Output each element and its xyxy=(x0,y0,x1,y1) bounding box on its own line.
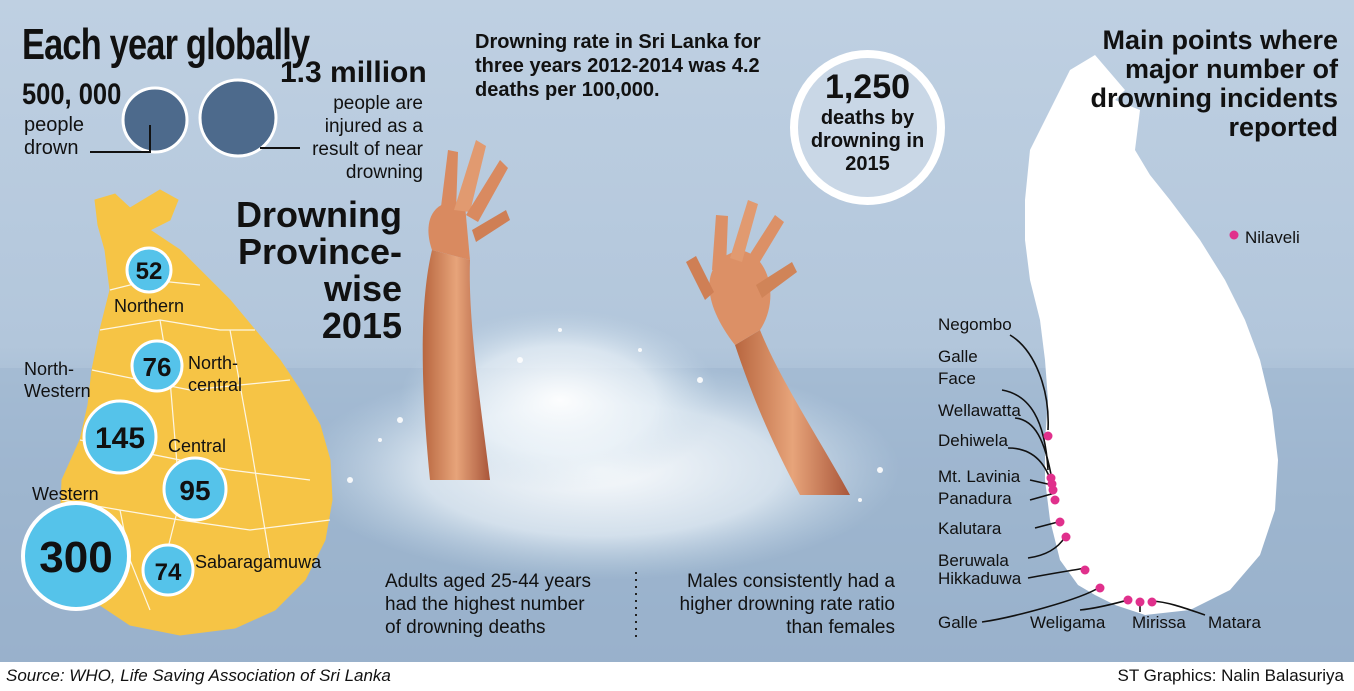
loc-galle-face-2: Face xyxy=(938,369,976,388)
bubble-value: 145 xyxy=(95,422,145,455)
label-line: central xyxy=(188,375,243,395)
loc-mirissa: Mirissa xyxy=(1132,613,1186,632)
deaths-2015-line3: 2015 xyxy=(845,153,890,175)
footer: Source: WHO, Life Saving Association of … xyxy=(0,662,1354,691)
fact-line: Adults aged 25-44 years xyxy=(385,571,591,592)
pin-beruwala xyxy=(1080,565,1090,575)
fact-line: Males consistently had a xyxy=(686,571,895,592)
drown-number: 500, 000 xyxy=(22,78,122,111)
bubble-north-western: 145 xyxy=(82,399,158,475)
pin-nilaveli xyxy=(1229,230,1239,240)
bubble-value: 52 xyxy=(136,258,163,285)
bubble-central: 95 xyxy=(162,456,228,522)
loc-hikkaduwa: Hikkaduwa xyxy=(938,569,1022,588)
drown-circle xyxy=(121,86,189,154)
loc-kalutara: Kalutara xyxy=(938,519,1002,538)
drown-desc-1: people xyxy=(24,114,85,136)
incidents-title-line: drowning incidents xyxy=(1090,83,1339,113)
global-bubbles xyxy=(90,78,300,158)
province-bubbles: 52 76 145 95 300 74 xyxy=(21,246,228,611)
label-northern: Northern xyxy=(114,296,185,316)
incident-map: Nilaveli Negombo Galle Face Wellawatta D… xyxy=(938,55,1300,632)
incidents-title-line: Main points where xyxy=(1102,25,1338,55)
label-sabaragamuwa: Sabaragamuwa xyxy=(195,552,322,572)
province-title: Drowning Province-wise 2015 xyxy=(180,196,402,344)
rate-line: three years 2012-2014 was 4.2 xyxy=(475,55,760,77)
bubble-value: 76 xyxy=(143,352,172,382)
incident-pins xyxy=(1043,230,1239,607)
rate-text: Drowning rate in Sri Lanka for three yea… xyxy=(475,30,761,102)
left-hand xyxy=(422,140,510,480)
credit-text: ST Graphics: Nalin Balasuriya xyxy=(1117,666,1344,685)
injured-line: drowning xyxy=(345,162,423,183)
injured-line: people are xyxy=(333,93,423,114)
pin-kalutara xyxy=(1061,532,1071,542)
label-line: North- xyxy=(188,353,239,373)
spray xyxy=(347,328,883,502)
drown-desc-2: drown xyxy=(24,137,79,159)
fact-males: Males consistently had a higher drowning… xyxy=(650,570,895,639)
pin-weligama xyxy=(1135,597,1145,607)
injured-line: result of near xyxy=(312,139,423,160)
rate-line: deaths per 100,000. xyxy=(475,79,660,101)
loc-galle: Galle xyxy=(938,613,978,632)
injured-number: 1.3 million xyxy=(280,56,427,89)
pin-hikkaduwa xyxy=(1095,583,1105,593)
loc-mt-lavinia: Mt. Lavinia xyxy=(938,467,1021,486)
fact-adults: Adults aged 25-44 years had the highest … xyxy=(385,570,591,639)
province-title-line: 2015 xyxy=(321,305,402,346)
deaths-2015-badge: 1,250 deaths by drowning in 2015 xyxy=(790,50,945,205)
bubble-value: 74 xyxy=(155,559,182,586)
incidents-title: Main points where major number of drowni… xyxy=(1090,25,1339,142)
loc-wellawatta: Wellawatta xyxy=(938,401,1021,420)
rate-line: Drowning rate in Sri Lanka for xyxy=(475,31,761,53)
pin-mirissa xyxy=(1147,597,1157,607)
bubble-sabaragamuwa: 74 xyxy=(141,543,195,597)
label-north-western: North- Western xyxy=(24,358,91,402)
deaths-2015-line2: drowning in xyxy=(810,130,925,152)
deaths-2015-number: 1,250 xyxy=(824,68,911,106)
right-hand xyxy=(686,200,850,495)
loc-galle-face-1: Galle xyxy=(938,347,978,366)
label-line: North- xyxy=(24,359,75,379)
pin-panadura xyxy=(1055,517,1065,527)
pin-mt-lavinia xyxy=(1050,495,1060,505)
bubble-western: 300 xyxy=(21,501,131,611)
loc-negombo: Negombo xyxy=(938,315,1012,334)
label-north-central: North- central xyxy=(188,352,242,396)
injured-circle xyxy=(198,78,278,158)
loc-nilaveli: Nilaveli xyxy=(1245,228,1300,247)
fact-line: than females xyxy=(786,617,895,638)
sri-lanka-map-white xyxy=(1025,55,1278,615)
fact-line: higher drowning rate ratio xyxy=(679,594,895,615)
pin-dehiwela xyxy=(1048,485,1058,495)
pin-negombo xyxy=(1043,431,1053,441)
bubble-northern: 52 xyxy=(125,246,173,294)
location-labels: Nilaveli Negombo Galle Face Wellawatta D… xyxy=(938,228,1300,632)
province-title-line: Province-wise xyxy=(237,231,402,309)
fact-line: of drowning deaths xyxy=(385,617,546,638)
label-western: Western xyxy=(32,484,99,504)
label-central: Central xyxy=(168,436,227,456)
source-text: Source: WHO, Life Saving Association of … xyxy=(6,666,391,685)
incidents-title-line: reported xyxy=(1228,112,1338,142)
bubble-north-central: 76 xyxy=(130,339,184,393)
province-title-line: Drowning xyxy=(236,194,402,235)
global-title: Each year globally xyxy=(22,20,310,69)
loc-matara: Matara xyxy=(1208,613,1261,632)
deaths-2015-line1: deaths by xyxy=(820,107,915,129)
loc-panadura: Panadura xyxy=(938,489,1012,508)
label-line: Western xyxy=(24,381,91,401)
injured-line: injured as a xyxy=(324,116,423,137)
incidents-title-line: major number of xyxy=(1124,54,1338,84)
fact-line: had the highest number xyxy=(385,594,585,615)
loc-beruwala: Beruwala xyxy=(938,551,1009,570)
injured-desc: people are injured as a result of near d… xyxy=(283,92,423,184)
loc-weligama: Weligama xyxy=(1030,613,1106,632)
loc-dehiwela: Dehiwela xyxy=(938,431,1008,450)
bubble-value: 300 xyxy=(39,533,112,582)
bubble-value: 95 xyxy=(179,475,210,506)
pin-galle xyxy=(1123,595,1133,605)
